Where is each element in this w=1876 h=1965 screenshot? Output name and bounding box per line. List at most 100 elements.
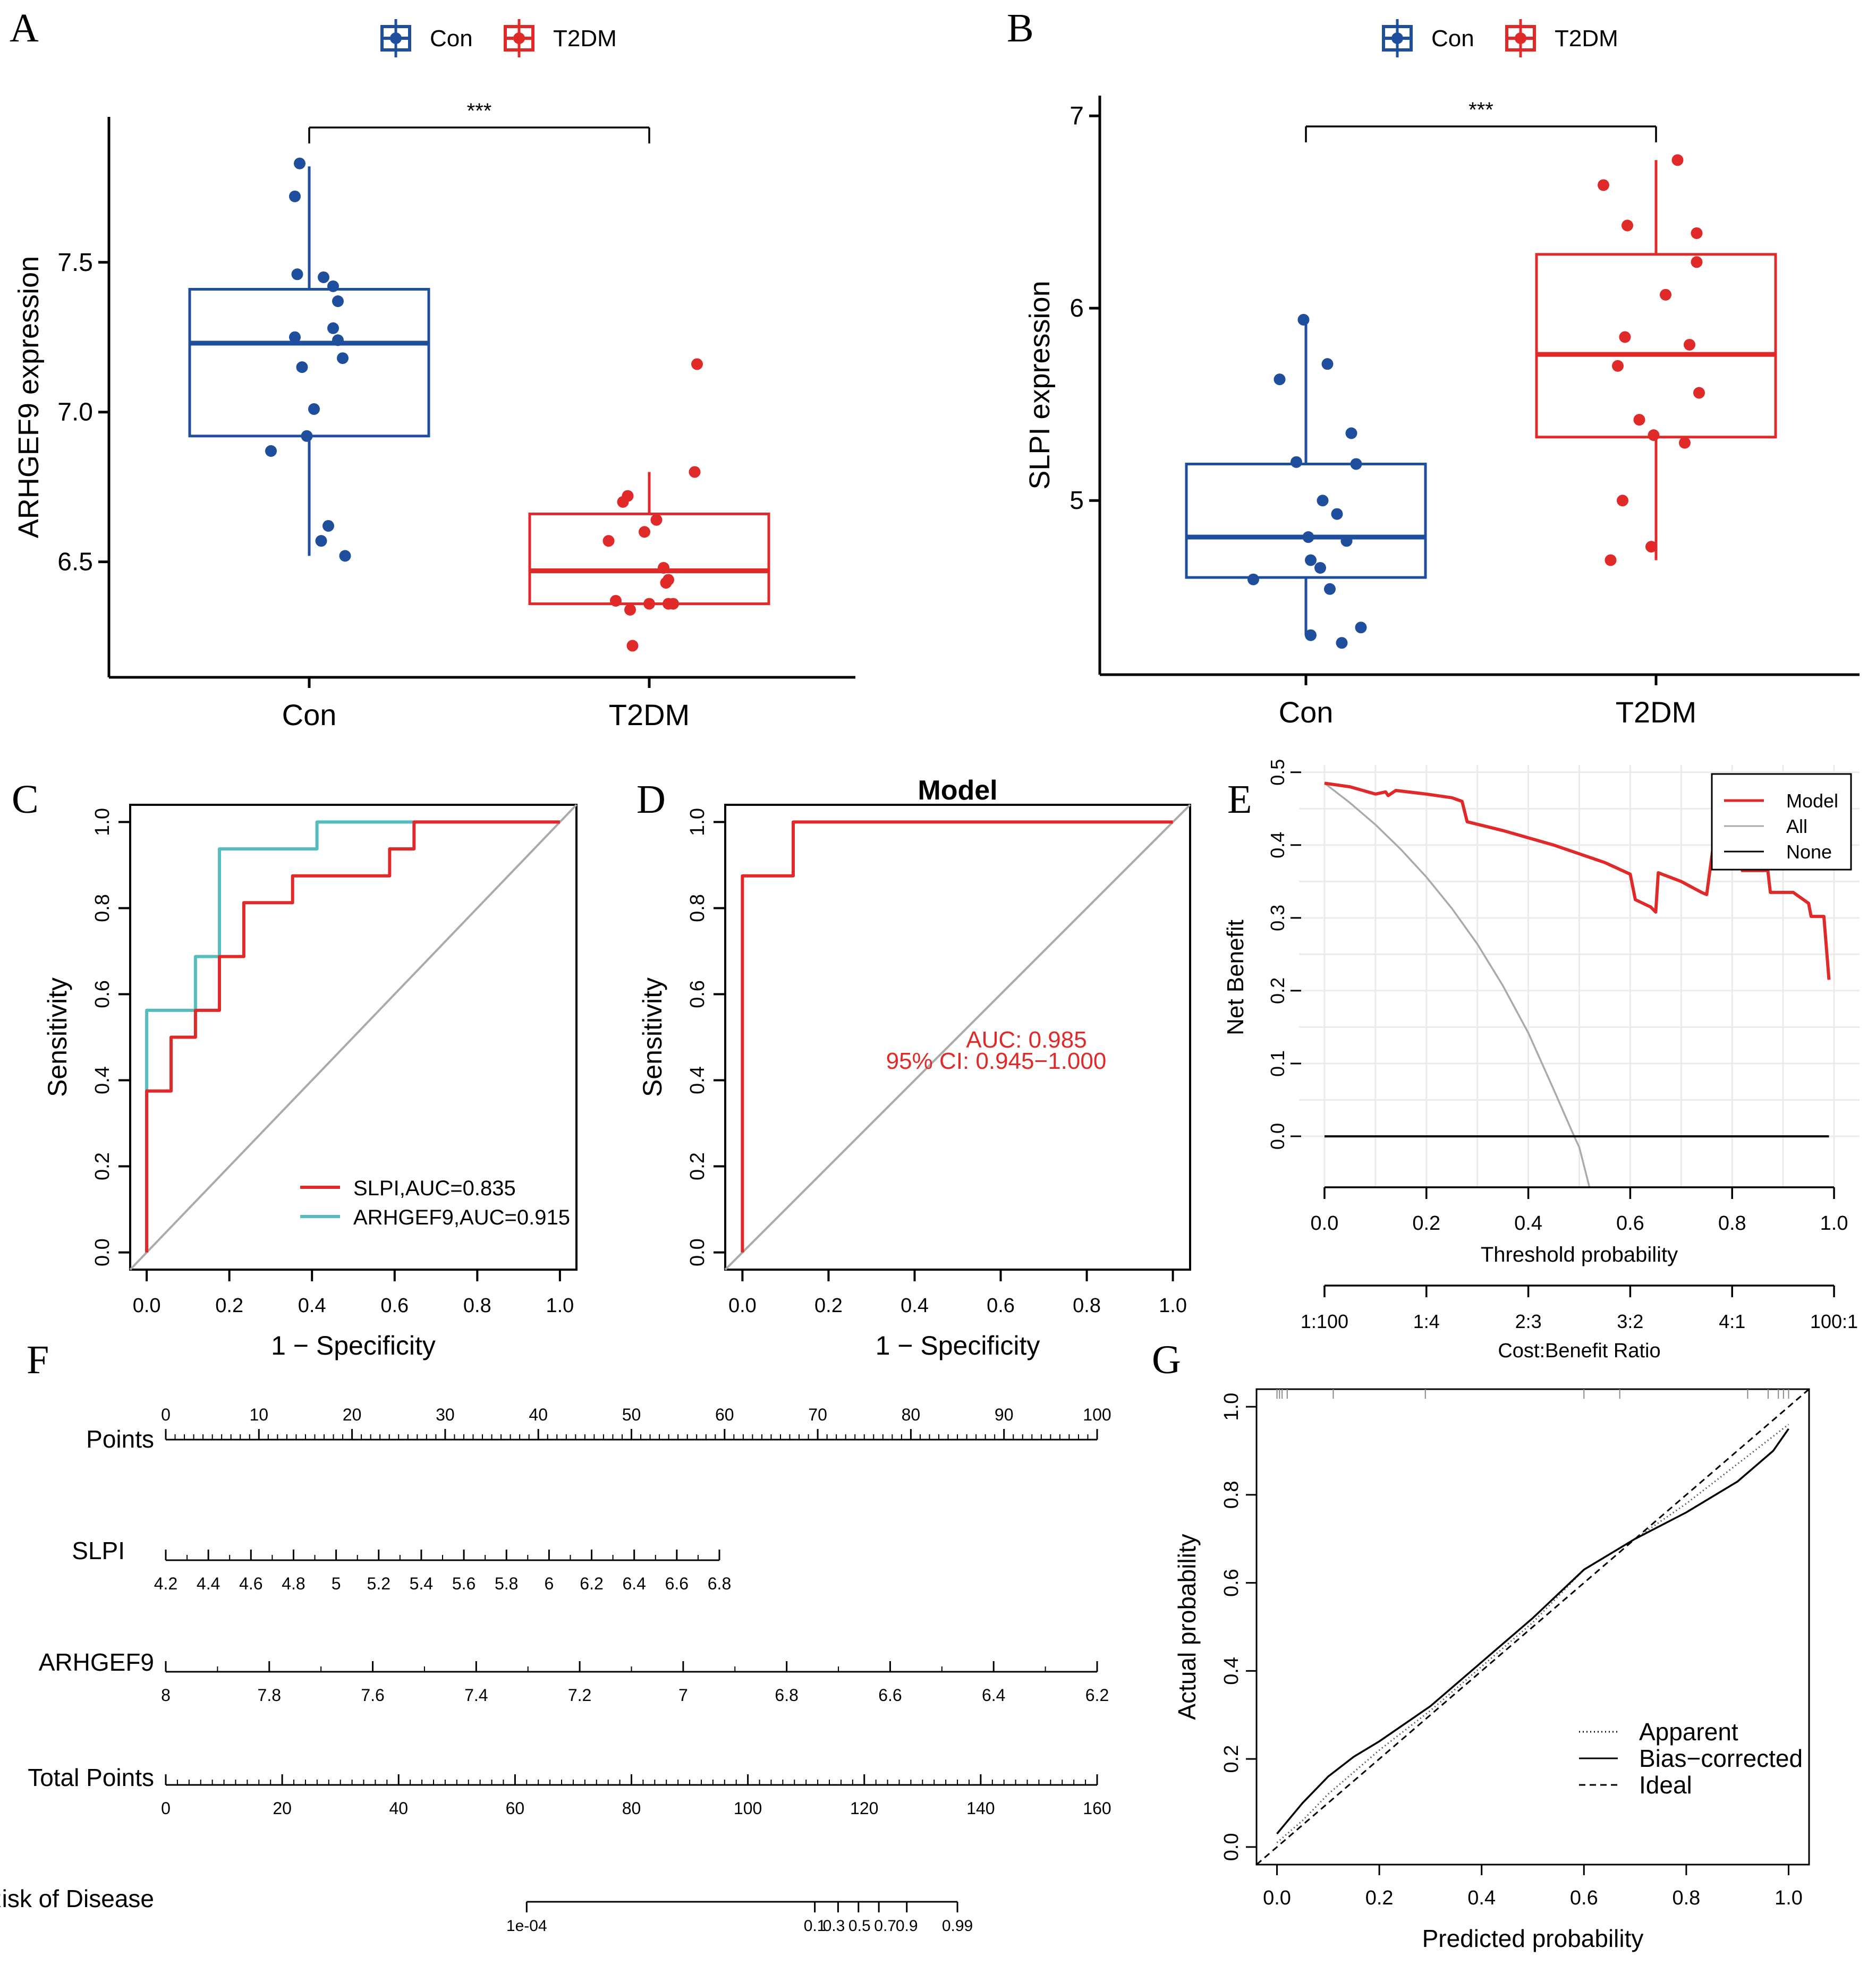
row-label: Points [86, 1425, 154, 1453]
tick-label: 6.6 [665, 1574, 689, 1593]
data-point [1660, 288, 1671, 301]
data-point [1645, 541, 1657, 553]
x-tick-label: 0.4 [1467, 1887, 1496, 1909]
nomogram-row: Risk of Disease 1e-04 0.10.3 0.5 0.70.9 0.99 [0, 1885, 973, 1935]
tick-label: 120 [850, 1799, 878, 1818]
legend: Con T2DM [1382, 19, 1618, 57]
legend-key-point [1515, 32, 1526, 44]
x-tick-label: 0.0 [1263, 1887, 1291, 1909]
panel-B: B Con T2DM 5 6 7 Con T2DM SLPI expression *** [1007, 6, 1860, 729]
tick-label: 0 [161, 1405, 171, 1424]
panel-G: G 0.0 0.2 0.4 0.6 0.8 1.0 0.0 0.2 0.4 0.6 0.8 1.0 Pre… [1152, 1338, 1810, 1952]
box-T2DM [528, 358, 770, 652]
plot-frame [1255, 1388, 1810, 1866]
box-T2DM [1535, 154, 1777, 566]
tick-label: 6.8 [708, 1574, 731, 1593]
x-tick-label: 0.6 [1570, 1887, 1598, 1909]
nomogram-row: ARHGEF9 8 7.8 7.6 7.4 7.2 7 6.8 6.6 6.4 6.2 [39, 1648, 1109, 1705]
data-point [650, 514, 663, 526]
y-tick-label: 1.0 [686, 808, 709, 836]
legend-label: ARHGEF9,AUC=0.915 [353, 1206, 570, 1229]
y-tick-label: 0.4 [686, 1066, 709, 1094]
tick-label: 0.7 [874, 1917, 896, 1935]
x-tick-label: 0.0 [133, 1295, 161, 1317]
x-tick-label: 0.0 [728, 1295, 757, 1317]
panel-E: E 0.0 0.1 0.2 0.3 0.4 0.5 Net Benefit 0.0 0.2 0.4 0… [1223, 759, 1860, 1362]
x-tick-label: Con [1279, 695, 1334, 729]
data-point [617, 496, 629, 508]
tick-label: 1e-04 [506, 1917, 547, 1935]
data-point [318, 271, 329, 283]
panel-A: A Con T2DM 6.5 7.0 7.5 Con T2DM ARHGEF9 expressi… [10, 6, 855, 731]
data-point [1679, 437, 1691, 449]
data-point [1314, 562, 1326, 574]
y-tick-label: 7.5 [57, 249, 93, 277]
row-label: SLPI [72, 1537, 125, 1564]
legend-label: Model [1786, 790, 1838, 812]
tick-label: 80 [622, 1799, 641, 1818]
x-tick-label: Con [282, 698, 337, 731]
data-point [332, 295, 344, 308]
tick-label: 70 [808, 1405, 827, 1424]
x2-tick-label: 1:4 [1413, 1311, 1440, 1332]
data-point [1345, 427, 1357, 439]
data-point [1598, 179, 1609, 191]
y-tick-label: 0.1 [1267, 1050, 1288, 1077]
calibration-apparent [1276, 1424, 1789, 1843]
x-tick-label: 0.6 [987, 1295, 1015, 1317]
legend-box [1711, 773, 1852, 871]
data-point [602, 535, 615, 547]
panel-letter: A [10, 6, 39, 50]
x-tick-label: 0.2 [814, 1295, 843, 1317]
tick-label: 7.8 [258, 1686, 281, 1705]
y-tick-label: 0.0 [1220, 1833, 1243, 1861]
y-tick-label: 0.3 [1267, 905, 1288, 931]
significance-bracket: *** [1305, 98, 1657, 142]
tick-label: 0 [161, 1799, 171, 1818]
y-tick-label: 1.0 [1220, 1393, 1243, 1421]
y-tick-label: 0.4 [1220, 1657, 1243, 1685]
data-point [1321, 358, 1334, 370]
tick-label: 100 [1083, 1405, 1111, 1424]
x-tick-label: 0.2 [1365, 1887, 1394, 1909]
y-tick-label: 0.8 [686, 894, 709, 922]
data-point [626, 640, 639, 652]
x2-tick-label: 3:2 [1617, 1311, 1643, 1332]
rug [1276, 1389, 1789, 1399]
reference-diagonal [129, 804, 578, 1271]
tick-label: 0.99 [942, 1917, 973, 1935]
tick-label: 140 [966, 1799, 995, 1818]
tick-label: 6.2 [580, 1574, 603, 1593]
data-point [1617, 495, 1628, 507]
y-tick-label: 0.4 [1267, 832, 1288, 858]
tick-label: 5.8 [495, 1574, 518, 1593]
legend-label: Ideal [1639, 1771, 1692, 1799]
chart-title: Model [918, 775, 997, 806]
legend-label: Con [430, 25, 473, 52]
y-tick-label: 6.5 [57, 548, 93, 576]
legend: Con T2DM [380, 19, 617, 57]
significance-bracket: *** [308, 99, 650, 143]
y-tick-label: 0.4 [91, 1066, 114, 1094]
tick-label: 90 [995, 1405, 1014, 1424]
plot-frame [129, 804, 578, 1271]
x-tick-label: T2DM [609, 698, 690, 731]
data-point [289, 190, 301, 202]
data-point [1648, 429, 1660, 441]
data-point [1684, 338, 1695, 351]
tick-label: 7.4 [464, 1686, 488, 1705]
y-axis-title: Net Benefit [1223, 920, 1249, 1035]
legend-label: All [1786, 815, 1807, 837]
panel-letter: B [1007, 6, 1034, 50]
x-tick-label: 0.2 [1412, 1212, 1440, 1235]
data-point [1291, 456, 1302, 468]
data-point [289, 331, 301, 343]
legend-label: Bias−corrected [1639, 1745, 1803, 1772]
box-iqr [528, 512, 770, 606]
y-tick-label: 0.2 [91, 1152, 114, 1180]
data-point [1605, 554, 1617, 566]
data-point [667, 598, 679, 610]
y-tick-label: 0.8 [91, 894, 114, 922]
tick-label: 6.4 [982, 1686, 1005, 1705]
calibration-bias-corrected [1276, 1428, 1789, 1835]
